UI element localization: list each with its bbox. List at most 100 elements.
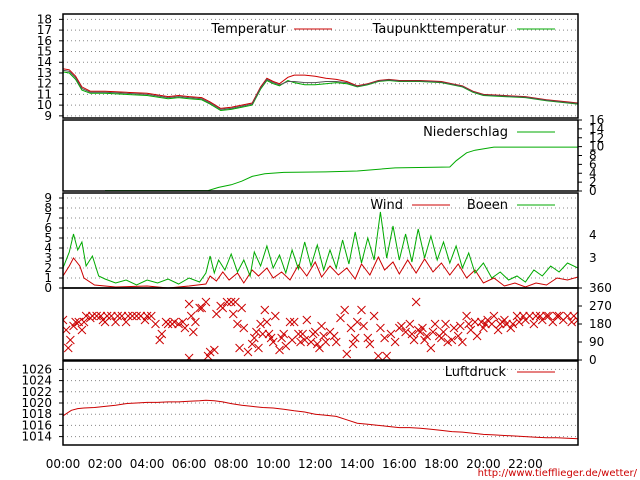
direction-marker [237,303,247,313]
direction-marker [191,317,200,327]
direction-marker [500,315,509,325]
y-tick-label: 3 [44,251,52,265]
direction-marker [184,353,194,360]
direction-marker [518,311,528,321]
direction-marker [493,325,503,335]
y-tick-label: 10 [37,98,52,112]
direction-marker [567,317,577,327]
y-tick-label: 8 [44,201,52,215]
direction-marker [239,323,249,333]
direction-marker [254,343,263,353]
direction-marker [155,335,165,345]
x-tick-label: 10:00 [256,457,291,471]
direction-marker [306,337,316,347]
y-tick-label: 1 [44,271,52,285]
direction-marker [409,335,419,345]
direction-marker [247,339,257,349]
series-line-boeen [63,211,578,286]
direction-marker [350,333,360,343]
direction-marker [266,333,276,343]
x-tick-label: 14:00 [340,457,375,471]
direction-marker [69,321,78,331]
direction-marker [79,317,89,327]
direction-marker [197,303,207,313]
direction-marker [209,345,219,355]
direction-marker [422,331,432,341]
direction-marker [479,323,488,333]
direction-marker [117,311,127,321]
direction-marker [218,303,228,313]
x-tick-label: 20:00 [466,457,501,471]
direction-marker [336,313,345,323]
direction-marker [275,345,284,355]
direction-marker [369,311,379,321]
direction-marker [458,337,467,347]
direction-marker [552,311,562,321]
x-tick-label: 00:00 [46,457,81,471]
direction-marker [264,329,274,339]
direction-marker [329,331,339,341]
x-tick-label: 12:00 [298,457,333,471]
direction-marker [573,315,578,325]
direction-marker [128,311,137,321]
legend-label: Wind [370,198,403,213]
direction-marker [508,319,518,329]
direction-marker [228,309,238,319]
direction-marker [397,321,406,331]
direction-marker [71,317,80,327]
y-tick-label: 4 [44,241,52,255]
direction-marker [289,317,299,327]
direction-marker [472,331,482,341]
y2-tick-label: 3 [589,251,597,265]
direction-marker [63,343,73,353]
direction-marker [222,297,232,307]
direction-marker [157,329,167,339]
direction-marker [411,297,421,307]
y2-tick-label: 12 [589,131,604,145]
direction-marker [407,329,417,339]
direction-marker [481,319,490,329]
x-tick-label: 02:00 [88,457,123,471]
x-tick-label: 04:00 [130,457,165,471]
y-tick-label: 15 [37,45,52,59]
direction-marker [430,319,440,329]
direction-marker [331,337,341,347]
y-tick-label: 1024 [21,374,52,388]
direction-marker [365,339,375,349]
direction-marker [174,319,183,329]
direction-marker [512,311,522,321]
x-tick-label: 18:00 [424,457,459,471]
direction-marker [298,329,307,339]
direction-marker [342,349,352,359]
direction-marker [233,319,242,329]
y2-tick-label: 0 [589,353,597,367]
direction-marker [418,323,427,333]
direction-marker [180,323,190,333]
direction-marker [249,333,259,343]
direction-marker [489,311,499,321]
legend-label: Taupunkttemperatur [372,22,507,37]
direction-marker [132,311,141,321]
direction-marker [439,327,448,337]
direction-marker [235,343,244,353]
direction-marker [106,311,116,321]
direction-marker [140,315,150,325]
direction-marker [205,347,215,357]
direction-marker [462,311,471,321]
direction-marker [151,319,160,329]
direction-marker [363,333,373,343]
direction-marker [376,323,385,333]
y-tick-label: 1026 [21,362,52,376]
direction-marker [317,321,326,331]
direction-marker [563,311,572,321]
direction-marker [544,311,553,321]
direction-marker [352,317,362,327]
direction-marker [142,311,152,321]
legend-label: Niederschlag [423,125,508,140]
direction-marker [285,317,295,327]
direction-marker [63,315,68,325]
direction-marker [535,311,545,321]
direction-marker [340,305,350,315]
